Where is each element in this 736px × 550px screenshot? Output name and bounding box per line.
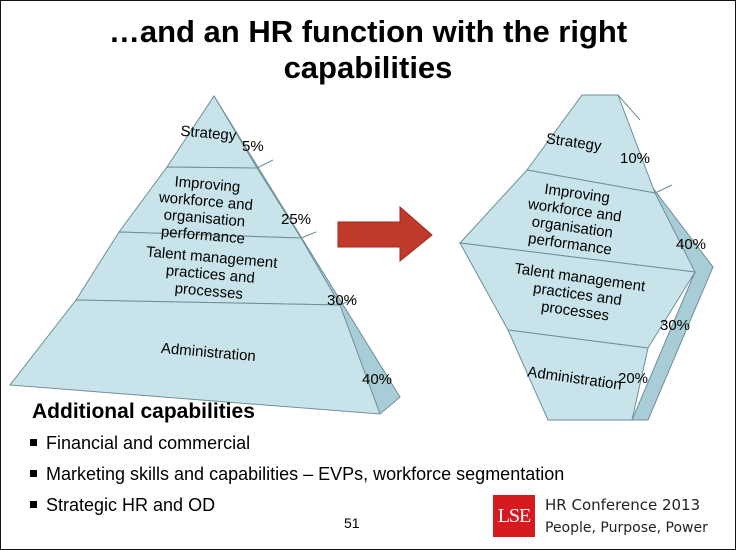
- conference-tagline: People, Purpose, Power: [545, 520, 708, 536]
- list-item: Marketing skills and capabilities – EVPs…: [30, 459, 564, 490]
- left-percent-strategy: 5%: [242, 138, 264, 155]
- right-percent-improving: 40%: [676, 236, 706, 253]
- left-pyramid: [9, 95, 401, 415]
- bullet-icon: [30, 500, 37, 508]
- conference-title: HR Conference 2013: [545, 496, 701, 514]
- right-percent-strategy: 10%: [620, 150, 650, 167]
- transition-arrow: [337, 205, 433, 263]
- list-item: Strategic HR and OD: [30, 490, 564, 521]
- left-label-talent: Talent management practices and processe…: [145, 243, 279, 303]
- right-diamond: [458, 94, 714, 421]
- svg-text:Improving: Improving: [174, 173, 241, 196]
- slide-title: …and an HR function with the right capab…: [0, 14, 736, 86]
- left-percent-administration: 40%: [362, 371, 392, 388]
- title-line-1: …and an HR function with the right: [108, 14, 628, 49]
- left-percent-improving: 25%: [281, 211, 311, 228]
- additional-capabilities-list: Financial and commercial Marketing skill…: [30, 428, 564, 521]
- left-layer-administration: [9, 299, 381, 415]
- bullet-icon: [30, 469, 37, 477]
- left-label-improving: Improving workforce and organisation per…: [157, 173, 253, 247]
- right-percent-talent: 30%: [660, 317, 690, 334]
- right-percent-administration: 20%: [618, 370, 648, 387]
- title-line-2: capabilities: [283, 50, 453, 85]
- list-item: Financial and commercial: [30, 428, 564, 459]
- left-percent-talent: 30%: [327, 292, 357, 309]
- right-layer-administration: [507, 329, 649, 421]
- svg-text:processes: processes: [174, 280, 244, 303]
- additional-capabilities-heading: Additional capabilities: [32, 400, 255, 423]
- page-number: 51: [344, 515, 360, 531]
- lse-logo: LSE: [493, 495, 535, 537]
- bullet-icon: [30, 438, 37, 446]
- left-label-strategy: Strategy: [180, 123, 238, 145]
